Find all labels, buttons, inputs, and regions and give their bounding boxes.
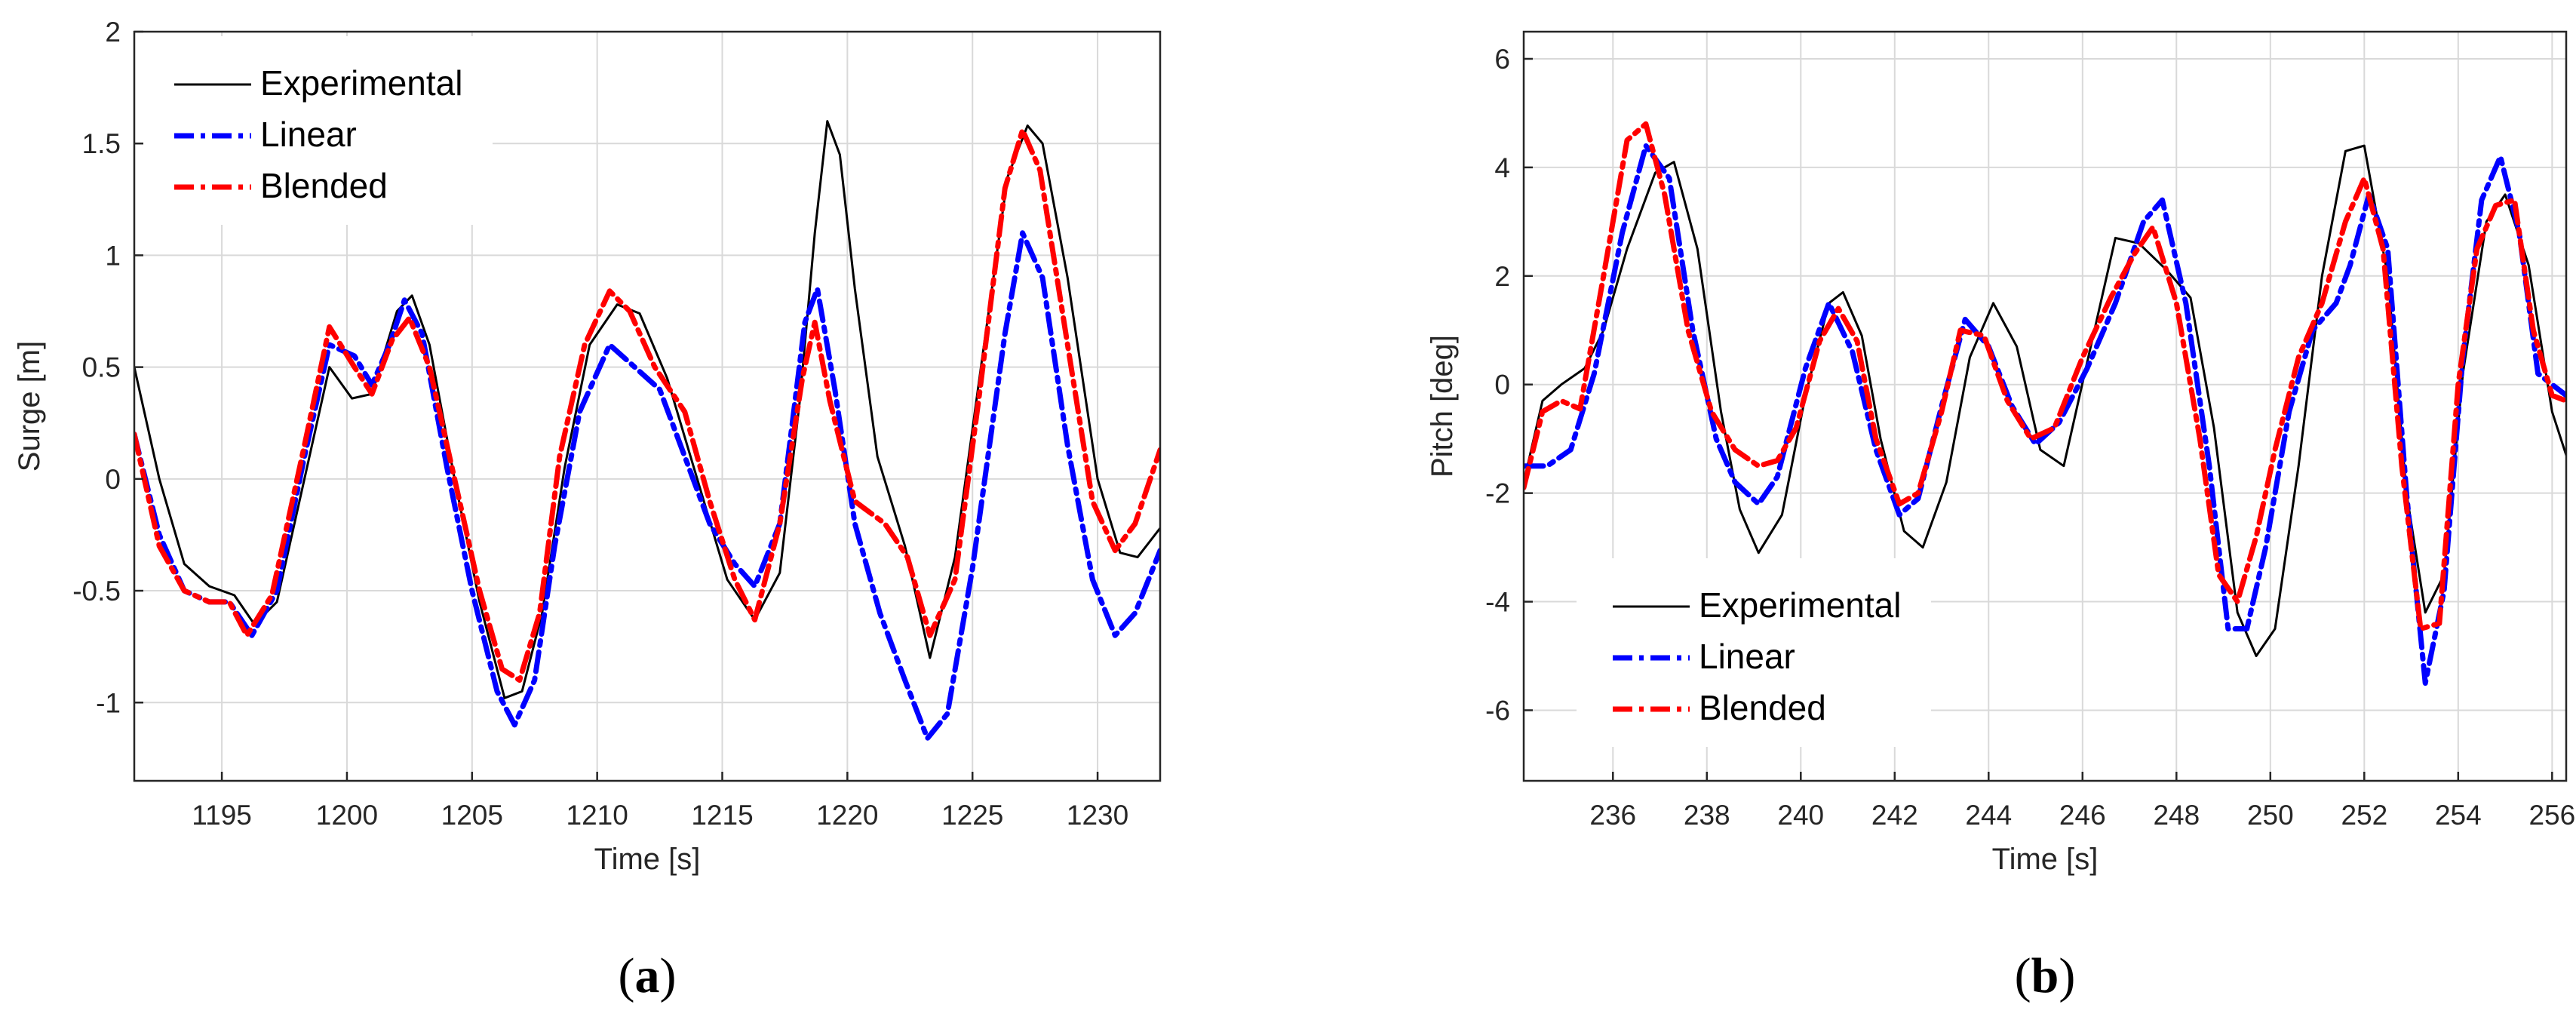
panel-label: (b) [2015, 948, 2076, 1003]
x-tick-label: 1205 [441, 800, 503, 831]
legend-label-experimental: Experimental [260, 63, 462, 103]
y-tick-label: 0.5 [82, 352, 121, 383]
y-tick-label: -4 [1485, 587, 1510, 618]
y-axis-label: Pitch [deg] [1426, 335, 1459, 478]
panel-label-letter: b [2031, 948, 2059, 1003]
x-tick-label: 1215 [691, 800, 753, 831]
y-tick-label: 0 [1494, 370, 1510, 401]
y-tick-label: 2 [1494, 261, 1510, 292]
x-tick-label: 236 [1589, 800, 1636, 831]
x-tick-label: 248 [2153, 800, 2200, 831]
panel-label-open: ( [2015, 948, 2031, 1003]
y-tick-label: -6 [1485, 695, 1510, 726]
legend-label-blended: Blended [260, 166, 388, 205]
x-tick-label: 256 [2528, 800, 2575, 831]
panel-label-close: ) [2059, 948, 2075, 1003]
y-tick-label: 1.5 [82, 128, 121, 159]
x-axis-label: Time [s] [1992, 843, 2099, 876]
y-tick-label: 2 [105, 17, 121, 48]
y-tick-label: -0.5 [72, 576, 121, 607]
x-tick-label: 244 [1965, 800, 2012, 831]
panel-label-close: ) [660, 948, 677, 1003]
axes-frame [1522, 30, 2568, 782]
legend-box [138, 36, 493, 225]
x-tick-label: 238 [1684, 800, 1730, 831]
series-line-blended [1524, 121, 2566, 631]
y-tick-label: 6 [1494, 44, 1510, 75]
panel-label: (a) [619, 948, 677, 1003]
x-tick-label: 1220 [816, 800, 878, 831]
x-tick-label: 242 [1871, 800, 1918, 831]
series-line-linear [134, 230, 1160, 742]
x-tick-label: 1200 [316, 800, 378, 831]
legend-label-experimental: Experimental [1699, 585, 1901, 625]
legend-box [1577, 558, 1931, 747]
y-tick-label: 1 [105, 240, 121, 271]
axes-frame [133, 30, 1162, 782]
x-tick-label: 250 [2247, 800, 2294, 831]
legend-label-blended: Blended [1699, 688, 1826, 727]
panel-label-open: ( [619, 948, 635, 1003]
legend-label-linear: Linear [260, 115, 357, 154]
x-tick-label: 246 [2059, 800, 2106, 831]
x-tick-label: 252 [2341, 800, 2387, 831]
x-tick-label: 1195 [192, 800, 252, 831]
series-line-blended [134, 127, 1160, 683]
y-tick-label: -2 [1485, 478, 1510, 509]
x-tick-label: 1230 [1067, 800, 1128, 831]
y-tick-label: 4 [1494, 152, 1510, 183]
panel-label-letter: a [635, 948, 660, 1003]
x-tick-label: 1210 [566, 800, 628, 831]
x-tick-label: 254 [2435, 800, 2482, 831]
x-tick-label: 240 [1777, 800, 1824, 831]
x-tick-label: 1225 [941, 800, 1003, 831]
x-axis-label: Time [s] [594, 843, 701, 876]
y-axis-label: Surge [m] [13, 341, 46, 472]
y-tick-label: -1 [96, 687, 121, 718]
y-tick-label: 0 [105, 464, 121, 495]
legend-label-linear: Linear [1699, 637, 1795, 676]
